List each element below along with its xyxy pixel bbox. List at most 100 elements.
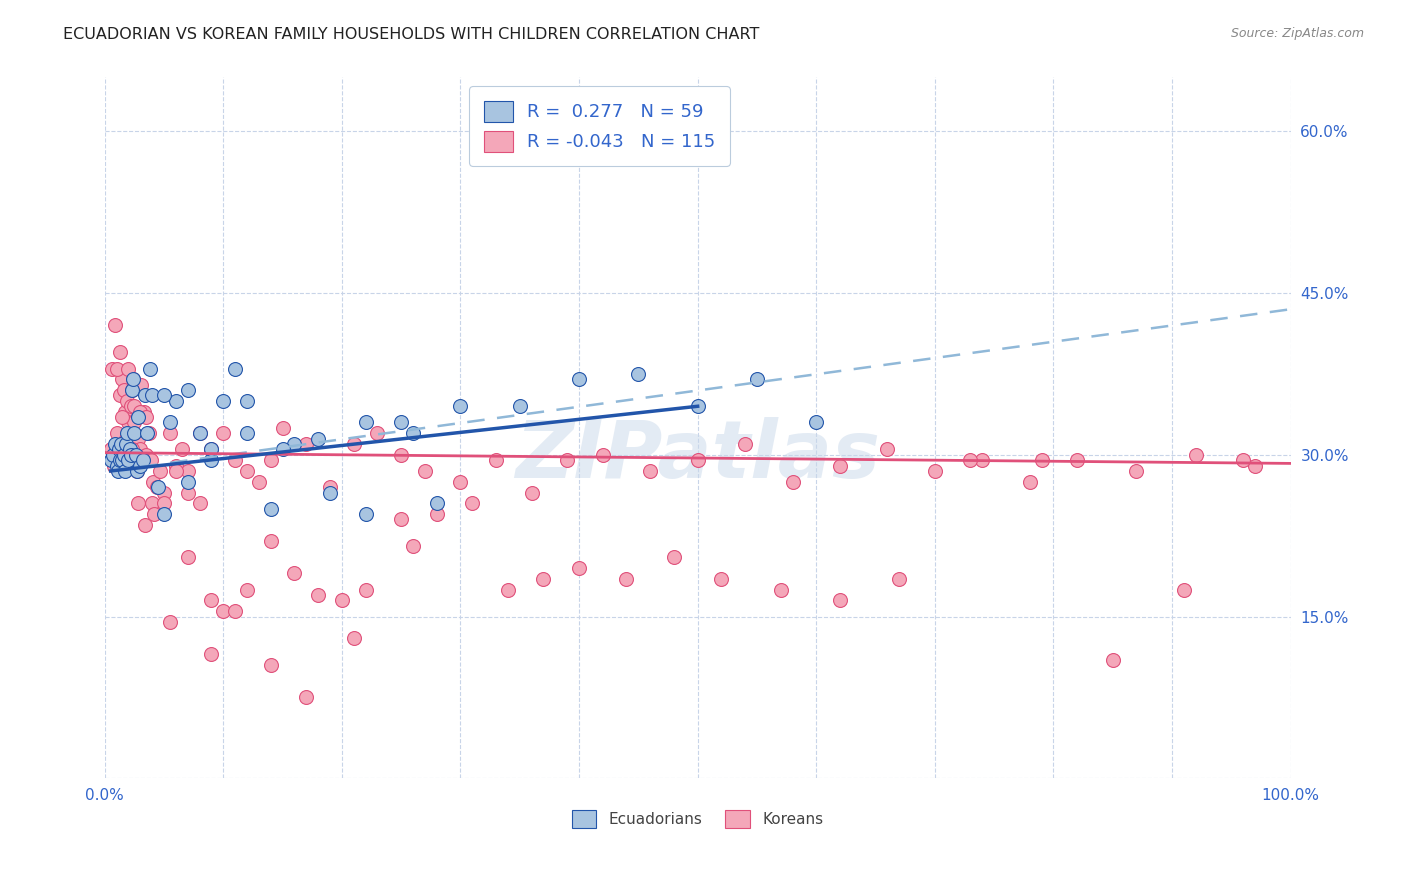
Point (170, 442, 193, 457)
Point (200, 442, 222, 457)
Point (120, 448, 142, 462)
Point (283, 566, 305, 581)
Point (101, 448, 124, 462)
Point (295, 437, 318, 451)
Point (806, 416, 828, 430)
Point (343, 437, 366, 451)
Point (135, 448, 157, 462)
Point (153, 388, 176, 402)
Point (124, 399, 146, 413)
Point (115, 393, 138, 408)
Point (461, 496, 484, 510)
Point (103, 458, 125, 473)
Point (686, 399, 709, 413)
Point (413, 464, 436, 478)
Point (828, 458, 851, 473)
Point (176, 464, 198, 478)
Point (212, 393, 235, 408)
Point (343, 631, 366, 645)
Point (212, 604, 235, 618)
Point (295, 690, 318, 705)
Point (108, 453, 131, 467)
Point (124, 416, 146, 430)
Point (200, 647, 222, 661)
Point (105, 361, 128, 376)
Point (118, 442, 141, 457)
Point (142, 475, 165, 489)
Point (1184, 448, 1206, 462)
Point (122, 372, 145, 386)
Point (114, 405, 136, 419)
Point (924, 464, 946, 478)
Point (114, 464, 136, 478)
Point (115, 432, 138, 446)
Point (236, 426, 259, 441)
Point (105, 458, 128, 473)
Point (972, 453, 994, 467)
Point (176, 475, 198, 489)
Point (769, 582, 792, 597)
Point (134, 517, 156, 532)
Point (959, 453, 981, 467)
Point (176, 485, 198, 500)
Point (104, 318, 127, 333)
Point (131, 377, 153, 392)
Point (496, 582, 519, 597)
Point (159, 426, 181, 441)
Point (426, 507, 449, 521)
Point (136, 426, 159, 441)
Point (354, 507, 377, 521)
Point (236, 582, 259, 597)
Point (115, 426, 138, 441)
Point (828, 593, 851, 607)
Point (876, 442, 898, 457)
Point (176, 383, 198, 397)
Point (105, 426, 128, 441)
Point (117, 416, 139, 430)
Point (153, 507, 176, 521)
Point (121, 383, 143, 397)
Point (307, 432, 329, 446)
Point (107, 464, 129, 478)
Point (108, 442, 131, 457)
Point (200, 593, 222, 607)
Legend: Ecuadorians, Koreans: Ecuadorians, Koreans (565, 804, 830, 834)
Point (260, 501, 283, 516)
Point (710, 572, 733, 586)
Point (121, 442, 143, 457)
Point (200, 442, 222, 457)
Point (389, 448, 412, 462)
Point (568, 372, 591, 386)
Point (1018, 475, 1040, 489)
Point (139, 453, 162, 467)
Point (153, 496, 176, 510)
Point (108, 345, 131, 359)
Point (236, 464, 259, 478)
Point (568, 561, 591, 575)
Point (125, 464, 148, 478)
Point (117, 361, 139, 376)
Point (389, 416, 412, 430)
Point (354, 416, 377, 430)
Point (139, 361, 162, 376)
Point (129, 442, 152, 457)
Point (159, 615, 181, 629)
Point (686, 453, 709, 467)
Point (627, 367, 650, 381)
Point (118, 453, 141, 467)
Point (127, 496, 149, 510)
Point (1173, 582, 1195, 597)
Point (135, 410, 157, 425)
Point (354, 582, 377, 597)
Point (110, 437, 132, 451)
Point (1101, 652, 1123, 666)
Point (1232, 453, 1254, 467)
Point (100, 453, 122, 467)
Point (146, 480, 169, 494)
Point (247, 475, 270, 489)
Point (449, 399, 471, 413)
Point (146, 480, 169, 494)
Point (176, 550, 198, 565)
Point (402, 540, 425, 554)
Point (188, 426, 211, 441)
